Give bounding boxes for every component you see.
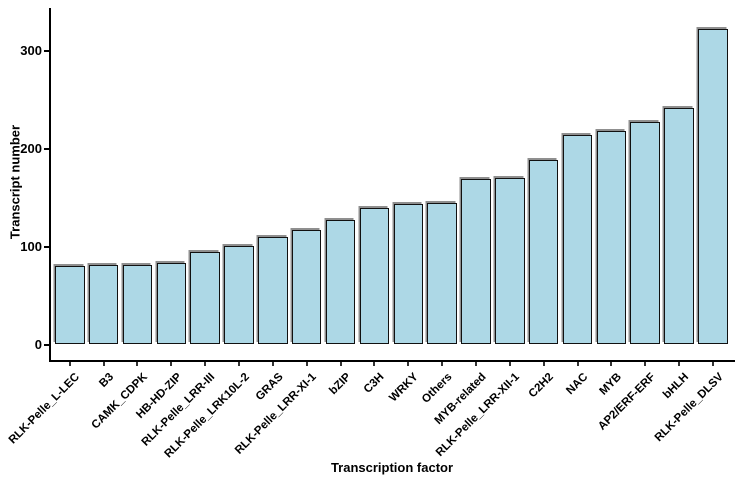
bar: [630, 122, 660, 345]
y-tick: [43, 343, 49, 346]
x-tick: [68, 362, 71, 366]
bar: [359, 208, 390, 345]
x-tick: [339, 362, 342, 366]
bar: [596, 130, 627, 345]
bar: [461, 178, 491, 345]
y-tick-label: 0: [34, 337, 42, 352]
x-tick: [644, 362, 647, 366]
x-tick: [204, 362, 207, 366]
x-tick: [508, 362, 511, 366]
x-tick: [305, 362, 308, 366]
x-category-label: NAC: [563, 371, 590, 398]
bar: [664, 108, 694, 345]
x-tick: [610, 362, 613, 366]
bar: [122, 265, 153, 345]
y-tick: [43, 147, 49, 150]
x-category-label: MYB: [597, 371, 624, 398]
x-tick: [678, 362, 681, 366]
y-tick: [43, 245, 49, 248]
bar: [698, 28, 728, 345]
x-category-label: C2H2: [526, 371, 557, 401]
bar: [562, 134, 593, 345]
x-tick: [136, 362, 139, 366]
y-axis-line: [48, 8, 51, 362]
x-tick: [407, 362, 410, 366]
bar: [55, 266, 85, 345]
y-tick-label: 100: [20, 239, 42, 254]
x-tick: [474, 362, 477, 366]
bar: [495, 177, 525, 345]
bar: [224, 245, 254, 345]
x-category-label: bHLH: [661, 371, 692, 402]
x-tick: [542, 362, 545, 366]
x-category-label: GRAS: [253, 371, 286, 403]
bar: [528, 160, 559, 345]
x-tick: [576, 362, 579, 366]
x-category-label: bZIP: [326, 371, 354, 398]
x-category-label: C3H: [362, 371, 387, 396]
x-category-label: B3: [97, 371, 117, 390]
x-tick: [238, 362, 240, 366]
x-axis-line: [48, 360, 735, 362]
x-tick: [271, 362, 274, 366]
bar: [427, 203, 457, 345]
x-tick: [373, 362, 376, 366]
x-axis-title: Transcription factor: [330, 460, 454, 475]
bar: [156, 263, 187, 345]
bar: [393, 204, 423, 345]
x-category-label: RLK-Pelle_DLSV: [652, 371, 726, 445]
x-category-label: WRKY: [387, 371, 421, 405]
y-tick-label: 200: [20, 141, 42, 156]
x-tick: [102, 362, 105, 366]
y-tick-label: 300: [20, 43, 42, 58]
bar: [291, 229, 322, 345]
bar: [88, 265, 119, 345]
bar: [258, 236, 288, 345]
y-tick: [43, 49, 49, 52]
x-tick: [711, 362, 714, 366]
x-category-label: RLK-Pelle_L-LEC: [6, 371, 83, 447]
x-tick: [441, 362, 444, 366]
bar: [190, 252, 220, 345]
bar: [325, 220, 356, 345]
x-tick: [170, 362, 173, 366]
